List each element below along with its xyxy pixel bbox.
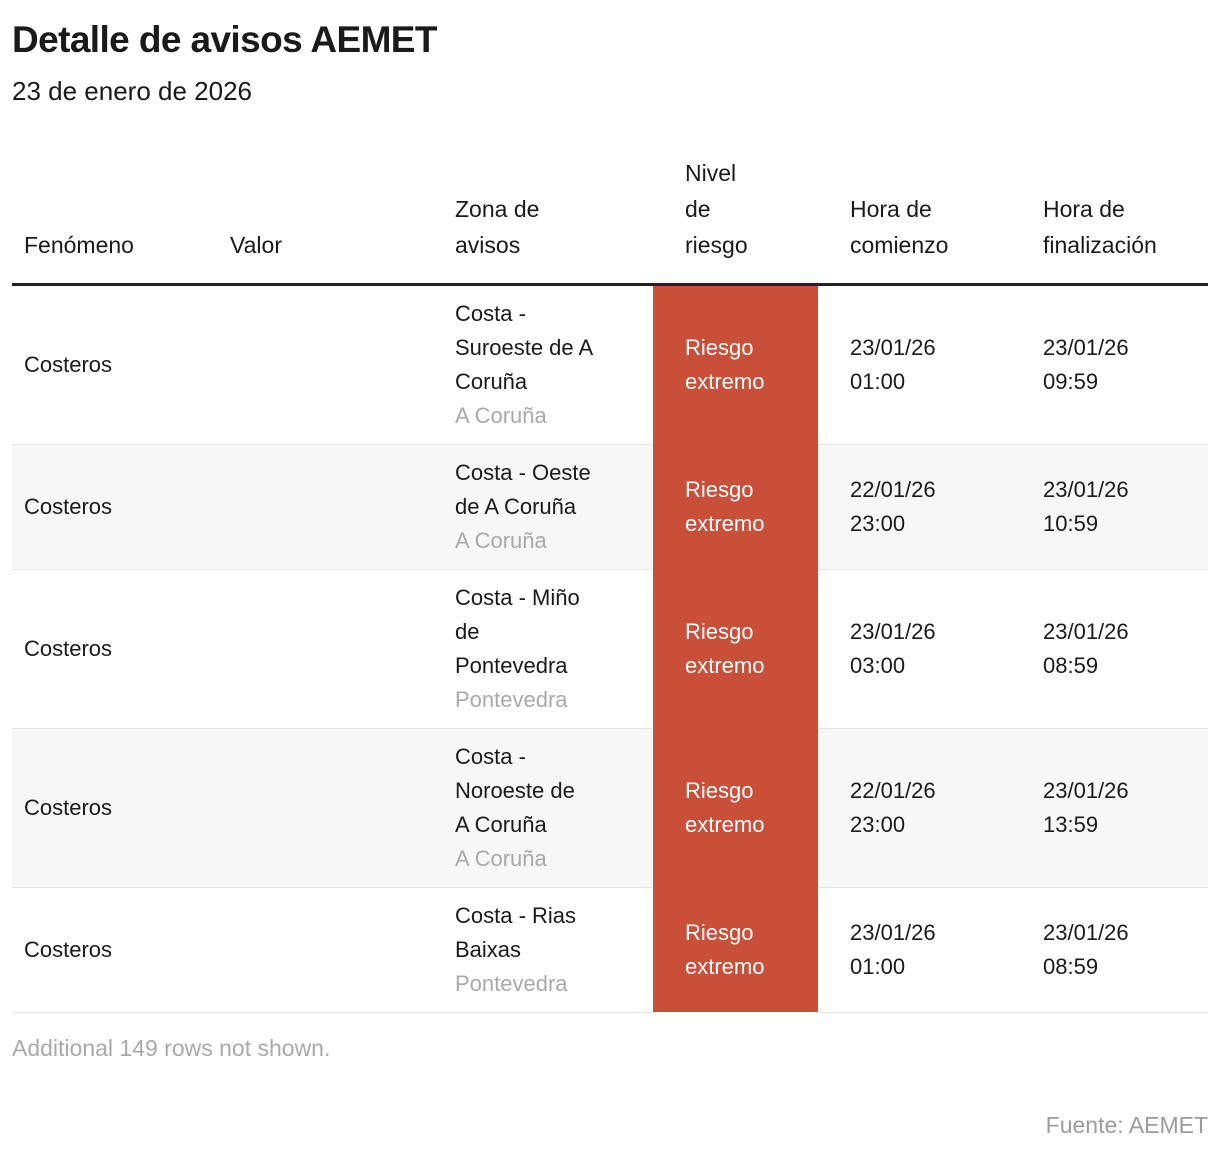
- cell-start-time: 23/01/26 01:00: [818, 887, 1031, 1013]
- zone-name: Costa - Noroeste de A Coruña: [455, 743, 575, 837]
- table-header: Fenómeno Valor Zona de avisos Nivel de r…: [12, 155, 1208, 285]
- cell-fenomeno: Costeros: [12, 569, 218, 729]
- col-header-riesgo: Nivel de riesgo: [685, 159, 748, 258]
- col-header-valor: Valor: [230, 231, 282, 258]
- cell-zona: Costa - Rias Baixas Pontevedra: [443, 887, 653, 1013]
- risk-level-badge: Riesgo extremo: [685, 919, 765, 979]
- truncation-note: Additional 149 rows not shown.: [12, 1034, 331, 1061]
- cell-fenomeno: Costeros: [12, 284, 218, 445]
- end-time: 23/01/26 08:59: [1043, 618, 1129, 678]
- cell-start-time: 22/01/26 23:00: [818, 728, 1031, 888]
- cell-end-time: 23/01/26 08:59: [1031, 569, 1208, 729]
- start-time: 23/01/26 01:00: [850, 919, 936, 979]
- end-time: 23/01/26 08:59: [1043, 919, 1129, 979]
- source-attribution: Fuente: AEMET: [1045, 1111, 1208, 1138]
- start-time: 23/01/26 03:00: [850, 618, 936, 678]
- cell-zona: Costa - Noroeste de A Coruña A Coruña: [443, 728, 653, 888]
- cell-zona: Costa - Miño de Pontevedra Pontevedra: [443, 569, 653, 729]
- col-header-comienzo: Hora de comienzo: [850, 195, 949, 258]
- end-time: 23/01/26 13:59: [1043, 777, 1129, 837]
- risk-level-badge: Riesgo extremo: [685, 334, 765, 394]
- cell-end-time: 23/01/26 09:59: [1031, 284, 1208, 445]
- zone-province: Pontevedra: [455, 686, 568, 712]
- table-row: Costeros Costa - Noroeste de A Coruña A …: [12, 728, 1208, 888]
- end-time: 23/01/26 10:59: [1043, 476, 1129, 536]
- cell-end-time: 23/01/26 08:59: [1031, 887, 1208, 1013]
- cell-valor: [218, 569, 443, 729]
- cell-risk-level: Riesgo extremo: [653, 887, 818, 1013]
- start-time: 22/01/26 23:00: [850, 476, 936, 536]
- cell-start-time: 22/01/26 23:00: [818, 444, 1031, 570]
- zone-province: Pontevedra: [455, 970, 568, 996]
- col-header-fenomeno: Fenómeno: [24, 231, 134, 258]
- cell-end-time: 23/01/26 13:59: [1031, 728, 1208, 888]
- page-title: Detalle de avisos AEMET: [12, 19, 437, 60]
- cell-risk-level: Riesgo extremo: [653, 728, 818, 888]
- cell-start-time: 23/01/26 01:00: [818, 284, 1031, 445]
- cell-fenomeno: Costeros: [12, 887, 218, 1013]
- risk-level-badge: Riesgo extremo: [685, 618, 765, 678]
- start-time: 22/01/26 23:00: [850, 777, 936, 837]
- cell-zona: Costa - Suroeste de A Coruña A Coruña: [443, 284, 653, 445]
- col-header-zona: Zona de avisos: [455, 195, 540, 258]
- table-row: Costeros Costa - Oeste de A Coruña A Cor…: [12, 444, 1208, 570]
- zone-province: A Coruña: [455, 845, 547, 871]
- chart-header: Detalle de avisos AEMET 23 de enero de 2…: [12, 19, 1208, 107]
- warnings-table: Fenómeno Valor Zona de avisos Nivel de r…: [12, 155, 1208, 1013]
- cell-fenomeno: Costeros: [12, 728, 218, 888]
- cell-end-time: 23/01/26 10:59: [1031, 444, 1208, 570]
- start-time: 23/01/26 01:00: [850, 334, 936, 394]
- end-time: 23/01/26 09:59: [1043, 334, 1129, 394]
- zone-name: Costa - Oeste de A Coruña: [455, 459, 591, 519]
- table-row: Costeros Costa - Miño de Pontevedra Pont…: [12, 569, 1208, 729]
- cell-valor: [218, 284, 443, 445]
- cell-risk-level: Riesgo extremo: [653, 569, 818, 729]
- zone-name: Costa - Miño de Pontevedra: [455, 584, 580, 678]
- cell-start-time: 23/01/26 03:00: [818, 569, 1031, 729]
- cell-risk-level: Riesgo extremo: [653, 444, 818, 570]
- zone-name: Costa - Suroeste de A Coruña: [455, 300, 592, 394]
- risk-level-badge: Riesgo extremo: [685, 476, 765, 536]
- page-subtitle: 23 de enero de 2026: [12, 75, 252, 106]
- cell-valor: [218, 887, 443, 1013]
- risk-level-badge: Riesgo extremo: [685, 777, 765, 837]
- cell-fenomeno: Costeros: [12, 444, 218, 570]
- cell-zona: Costa - Oeste de A Coruña A Coruña: [443, 444, 653, 570]
- zone-name: Costa - Rias Baixas: [455, 902, 577, 962]
- zone-province: A Coruña: [455, 527, 547, 553]
- cell-valor: [218, 728, 443, 888]
- col-header-finalizacion: Hora de finalización: [1043, 195, 1157, 258]
- cell-risk-level: Riesgo extremo: [653, 284, 818, 445]
- cell-valor: [218, 444, 443, 570]
- table-row: Costeros Costa - Suroeste de A Coruña A …: [12, 284, 1208, 445]
- zone-province: A Coruña: [455, 402, 547, 428]
- table-row: Costeros Costa - Rias Baixas Pontevedra …: [12, 887, 1208, 1013]
